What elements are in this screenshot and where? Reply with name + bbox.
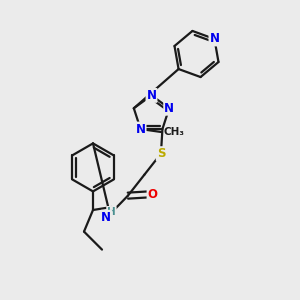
- Text: S: S: [157, 147, 165, 160]
- Text: O: O: [148, 188, 158, 201]
- Text: N: N: [209, 32, 219, 46]
- Text: N: N: [101, 211, 111, 224]
- Text: H: H: [107, 207, 116, 217]
- Text: N: N: [146, 89, 157, 102]
- Text: N: N: [164, 102, 174, 115]
- Text: N: N: [136, 122, 146, 136]
- Text: CH₃: CH₃: [163, 127, 184, 137]
